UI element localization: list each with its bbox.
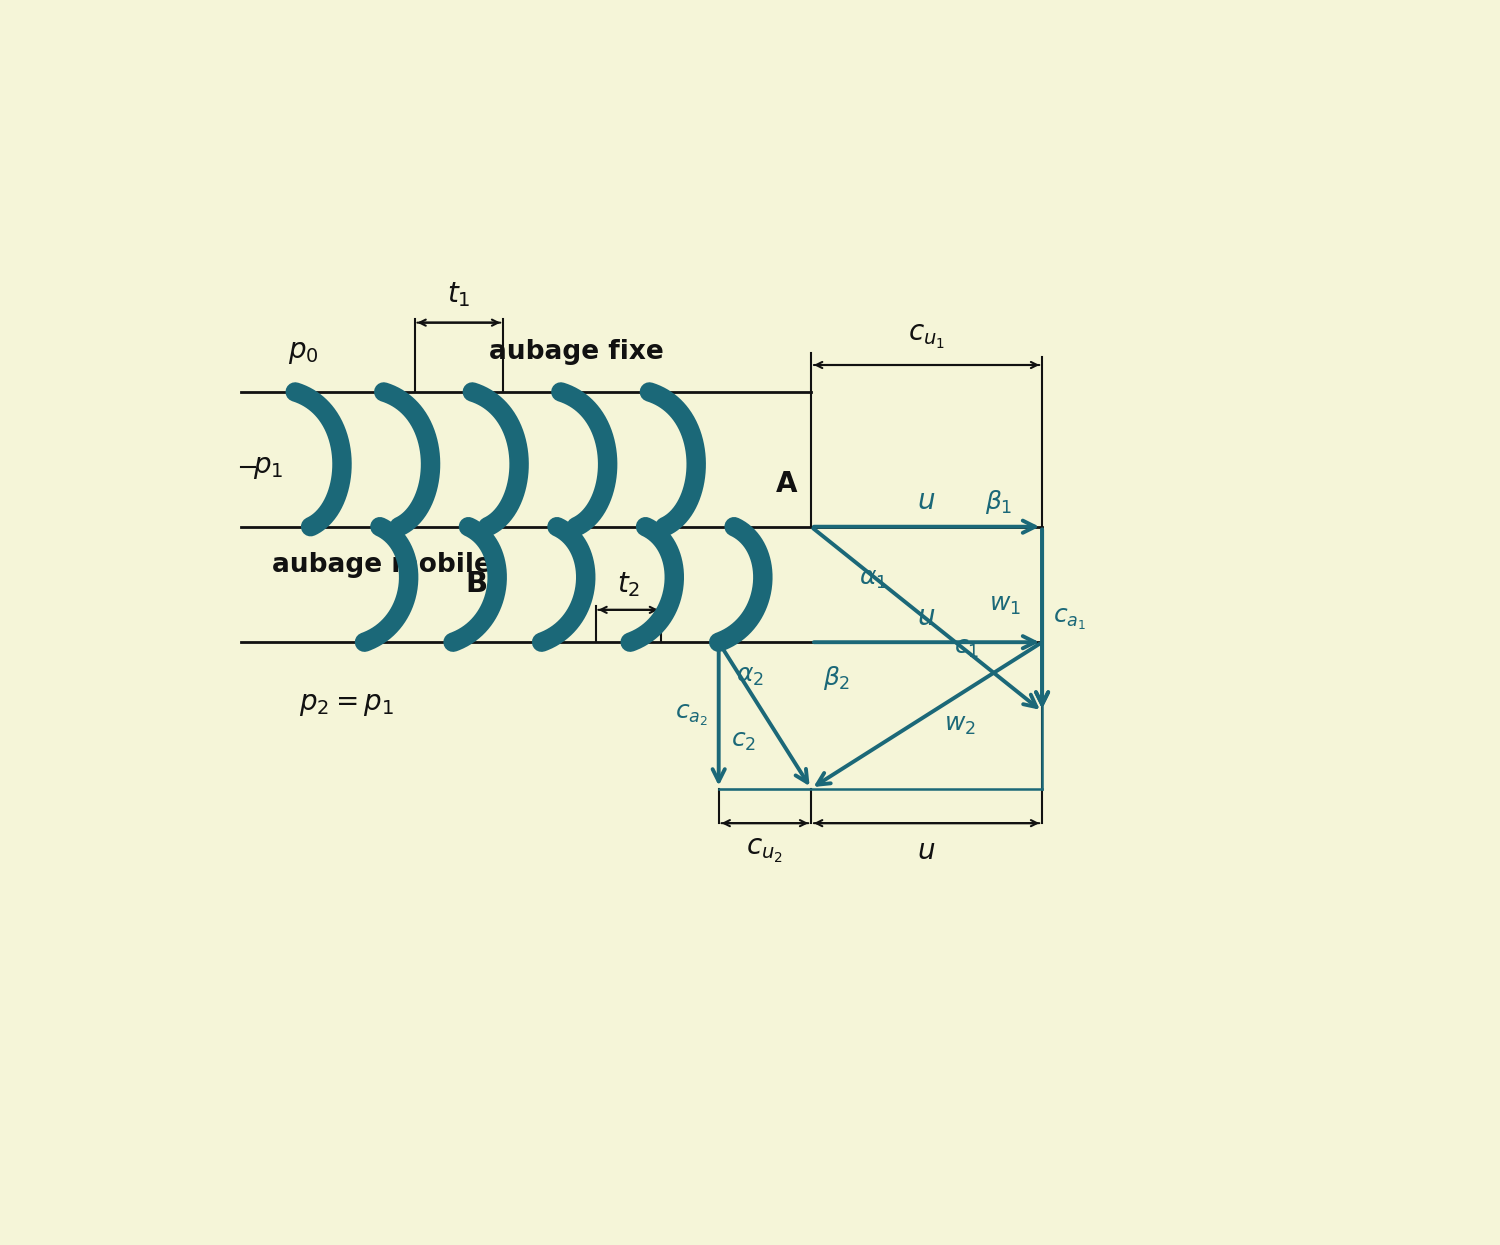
Text: $c_2$: $c_2$ (730, 730, 756, 753)
Text: $c_{a_2}$: $c_{a_2}$ (675, 702, 708, 728)
Text: $c_{u_2}$: $c_{u_2}$ (747, 837, 783, 865)
Text: $\beta_2$: $\beta_2$ (822, 664, 850, 692)
Text: $p_2 = p_1$: $p_2 = p_1$ (298, 690, 394, 718)
Text: $\beta_1$: $\beta_1$ (986, 488, 1012, 515)
Text: $t_1$: $t_1$ (447, 280, 471, 309)
Text: aubage mobile: aubage mobile (272, 553, 492, 578)
Text: B: B (465, 570, 488, 599)
Text: A: A (776, 471, 796, 498)
Text: $u$: $u$ (918, 487, 936, 515)
Text: $w_1$: $w_1$ (988, 593, 1020, 618)
Text: $p_0$: $p_0$ (288, 337, 318, 366)
Text: $\alpha_1$: $\alpha_1$ (859, 566, 886, 591)
Text: $c_{u_1}$: $c_{u_1}$ (908, 322, 945, 351)
Text: $c_1$: $c_1$ (954, 636, 980, 660)
Text: $u$: $u$ (918, 837, 936, 865)
Text: aubage fixe: aubage fixe (489, 339, 663, 365)
Text: $\alpha_2$: $\alpha_2$ (735, 664, 764, 687)
Text: $c_{a_1}$: $c_{a_1}$ (1053, 606, 1086, 631)
Text: $w_2$: $w_2$ (944, 712, 975, 737)
Text: $t_2$: $t_2$ (616, 570, 640, 599)
Text: $p_1$: $p_1$ (254, 453, 284, 481)
Text: $u$: $u$ (918, 603, 936, 631)
